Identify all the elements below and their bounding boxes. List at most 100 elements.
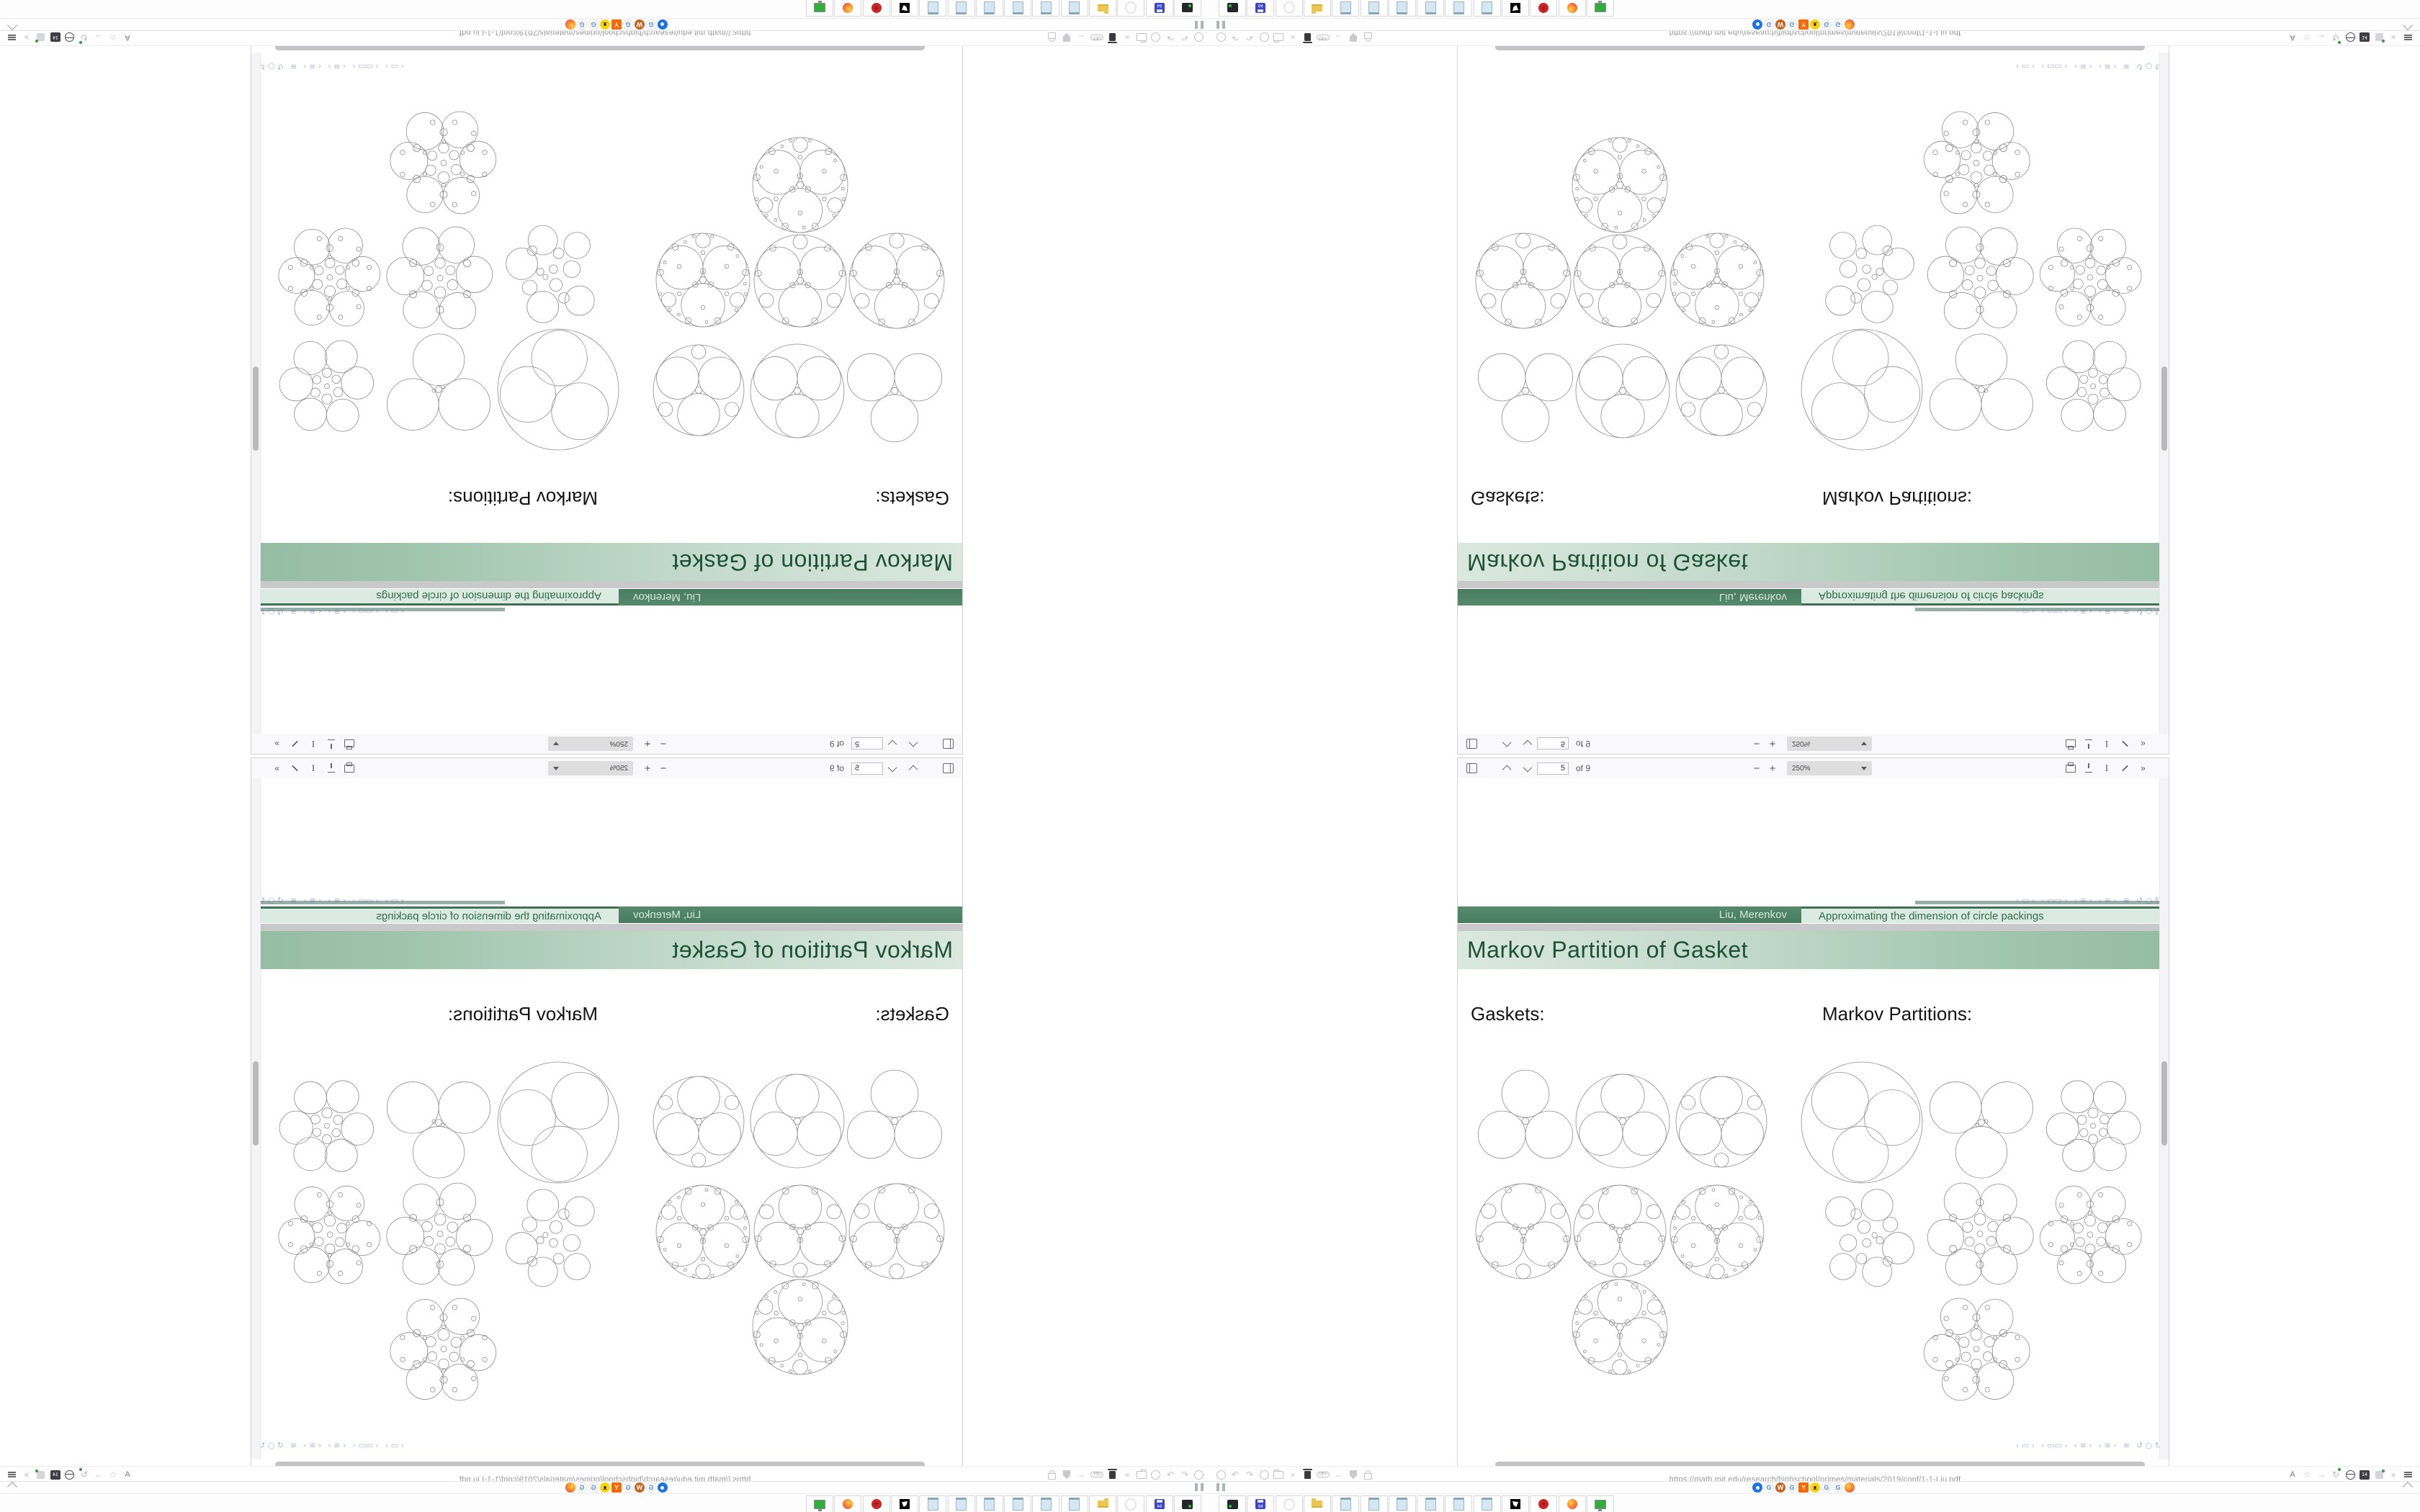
more-icon[interactable]: » — [1124, 1470, 1130, 1480]
draw-pen-icon[interactable] — [287, 760, 303, 776]
taskbar-button-drive-dark[interactable] — [1174, 0, 1201, 17]
zoom-out-icon[interactable]: − — [1753, 762, 1760, 775]
zoom-in-icon[interactable]: + — [644, 737, 651, 750]
favicon-google[interactable]: G — [623, 1482, 633, 1493]
taskbar-button-notepad[interactable] — [1445, 0, 1473, 17]
more2-icon[interactable]: » — [2390, 1470, 2396, 1480]
chevron-up-icon[interactable] — [6, 19, 18, 31]
favicon-cat-yellow[interactable]: ᴥ — [1810, 1482, 1820, 1493]
chevron-up-icon[interactable] — [6, 1481, 18, 1493]
shield-icon[interactable] — [1348, 1469, 1358, 1480]
more-tools-icon[interactable]: » — [275, 739, 279, 749]
shield-icon[interactable] — [1062, 1469, 1072, 1480]
chevron-up-icon[interactable] — [2402, 1481, 2414, 1493]
lock-icon[interactable] — [1047, 1469, 1057, 1480]
badge-14-icon[interactable]: 14 — [2360, 1469, 2370, 1480]
badge-14-icon[interactable]: 14 — [50, 32, 60, 43]
menu-icon[interactable] — [7, 32, 17, 43]
taskbar-button-wolf-black[interactable] — [1502, 1495, 1529, 1512]
zoom-out-icon[interactable]: − — [1753, 737, 1760, 750]
globe2-icon[interactable] — [1259, 32, 1269, 43]
vertical-scrollbar[interactable] — [251, 778, 261, 1459]
translate-icon[interactable]: A — [2290, 1470, 2295, 1479]
favicon-wiki-orange[interactable]: W — [635, 19, 645, 30]
zoom-out-icon[interactable]: − — [660, 737, 667, 750]
sidebar-toggle-icon[interactable] — [1464, 760, 1479, 776]
taskbar-button-notepad[interactable] — [1360, 1495, 1388, 1512]
favicon-google[interactable]: G — [1833, 19, 1843, 30]
favicon-google[interactable]: G — [646, 1482, 656, 1493]
taskbar-button-notepad[interactable] — [1445, 1495, 1473, 1512]
back-icon[interactable]: ↶ — [1231, 1470, 1240, 1480]
page-up-icon[interactable] — [905, 760, 920, 776]
download-icon[interactable] — [323, 760, 339, 776]
favicon-hackernews[interactable]: Y — [611, 1482, 622, 1493]
taskbar-button-notepad[interactable] — [1388, 0, 1416, 17]
text-select-icon[interactable]: I — [2105, 762, 2109, 773]
print-icon[interactable] — [341, 736, 357, 752]
vertical-scrollbar-thumb[interactable] — [253, 366, 259, 451]
download-icon[interactable] — [2081, 736, 2097, 752]
more-tools-icon[interactable]: » — [2141, 739, 2145, 749]
taskbar-button-firefox[interactable] — [834, 1495, 862, 1512]
taskbar-button-folder-yellow[interactable] — [1089, 1495, 1117, 1512]
page-down-icon[interactable] — [886, 760, 902, 776]
page-down-icon[interactable] — [1518, 736, 1534, 752]
print-icon[interactable] — [341, 760, 357, 776]
taskbar-button-notepad[interactable] — [1032, 0, 1060, 17]
taskbar-button-drive-dark[interactable] — [1219, 1495, 1246, 1512]
star-icon[interactable]: ☆ — [2303, 32, 2311, 42]
text-select-icon[interactable]: I — [311, 762, 315, 773]
shield-icon[interactable] — [1348, 32, 1358, 43]
taskbar-button-knot-red[interactable]: ✳ — [1530, 0, 1558, 17]
favicon-hackernews[interactable]: Y — [611, 19, 622, 30]
favicon-maps-pin[interactable] — [1752, 1482, 1762, 1493]
off-toggle-icon[interactable]: OFF — [1317, 32, 1330, 43]
download-icon[interactable] — [323, 736, 339, 752]
reload-icon[interactable]: ↻ — [79, 1468, 89, 1480]
page-down-icon[interactable] — [886, 736, 902, 752]
horizontal-scrollbar-thumb[interactable] — [1495, 1462, 2145, 1468]
taskbar-button-floppy-64[interactable]: 64 — [1145, 1495, 1173, 1512]
taskbar-button-notepad[interactable] — [1004, 1495, 1032, 1512]
favicon-google[interactable]: G — [1821, 19, 1832, 30]
favicon-google[interactable]: G — [1764, 1482, 1774, 1493]
back-icon[interactable]: ↶ — [1231, 32, 1240, 42]
taskbar-button-monitor-green[interactable] — [806, 1495, 834, 1512]
globe-icon[interactable] — [1216, 32, 1226, 43]
draw-pen-icon[interactable] — [287, 736, 303, 752]
menu-icon[interactable] — [2403, 32, 2413, 43]
sidebar-toggle-icon[interactable] — [941, 760, 956, 776]
vertical-scrollbar-thumb[interactable] — [2161, 1061, 2167, 1146]
taskbar-button-notepad[interactable] — [1332, 1495, 1360, 1512]
favicon-google[interactable]: G — [646, 19, 656, 30]
taskbar-button-monitor-green[interactable] — [806, 0, 834, 17]
folder-icon[interactable] — [1273, 1469, 1283, 1480]
more-icon[interactable]: » — [1290, 32, 1296, 42]
taskbar-button-folder-yellow[interactable] — [1303, 1495, 1331, 1512]
extension-icon[interactable] — [35, 1469, 46, 1480]
taskbar-button-notepad[interactable] — [919, 0, 947, 17]
favicon-google[interactable]: G — [1764, 19, 1774, 30]
zoom-in-icon[interactable]: + — [644, 762, 651, 775]
taskbar-button-notepad[interactable] — [1060, 1495, 1088, 1512]
favicon-google[interactable]: G — [588, 19, 599, 30]
zoom-select[interactable]: 250% — [1787, 761, 1872, 775]
globe2-icon[interactable] — [1151, 32, 1161, 43]
favicon-firefox[interactable] — [1845, 19, 1855, 30]
folder-icon[interactable] — [1137, 32, 1147, 43]
taskbar-button-knot-red[interactable]: ✳ — [862, 0, 890, 17]
favicon-google[interactable]: G — [1821, 1482, 1832, 1493]
zoom-in-icon[interactable]: + — [1769, 737, 1776, 750]
star-icon[interactable]: ☆ — [2303, 1470, 2311, 1480]
address-bar[interactable]: https://math.mit.edu/research/highschool… — [245, 28, 965, 40]
trash-icon[interactable] — [1108, 32, 1118, 44]
overview-icon[interactable]: ≡ — [2123, 896, 2130, 905]
star-icon[interactable]: ☆ — [109, 1470, 117, 1480]
pdf-page-area[interactable]: ‹ ▭ ›‹ ▭▭ ›‹ ≡ ›‹ ≡ ›≡↺ ○ ↻ Liu, Merenko… — [251, 778, 962, 1459]
favicon-wiki-orange[interactable]: W — [1775, 1482, 1785, 1493]
more2-icon[interactable]: » — [24, 1470, 30, 1480]
slide-nav-icon[interactable]: ‹ ▭ › — [2015, 1441, 2035, 1450]
page-down-icon[interactable] — [1518, 760, 1534, 776]
taskbar-button-drive-dark[interactable] — [1174, 1495, 1201, 1512]
